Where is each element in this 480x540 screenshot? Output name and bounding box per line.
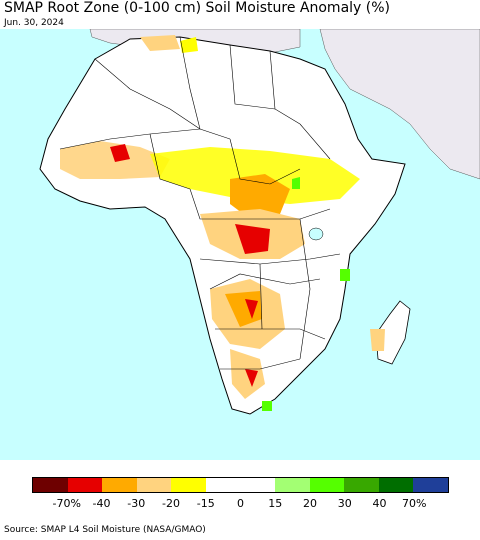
legend-swatch-dry-40 bbox=[67, 478, 103, 492]
legend-swatch-very-wet bbox=[413, 478, 448, 492]
legend-tick-label: 40 bbox=[372, 497, 387, 510]
legend-swatch-wet-20 bbox=[309, 478, 345, 492]
middle-east-landmass bbox=[319, 29, 480, 180]
legend-tick-label: 70% bbox=[402, 497, 427, 510]
wet-anomaly-patches bbox=[262, 177, 350, 411]
legend-tick-label: 0 bbox=[237, 497, 244, 510]
country-borders bbox=[59, 36, 341, 370]
legend-tick-label: 15 bbox=[268, 497, 283, 510]
source-note: Source: SMAP L4 Soil Moisture (NASA/GMAO… bbox=[4, 525, 206, 535]
legend-tick-label: -15 bbox=[196, 497, 215, 510]
legend-tick-label: -70% bbox=[52, 497, 81, 510]
map-date: Jun. 30, 2024 bbox=[4, 18, 64, 28]
soil-moisture-map bbox=[0, 29, 480, 460]
madagascar bbox=[375, 300, 411, 365]
legend-swatch-wet-40 bbox=[378, 478, 414, 492]
legend-tick-label: -40 bbox=[92, 497, 111, 510]
legend-swatch-neutral-high bbox=[240, 478, 276, 492]
legend-tick-label: -20 bbox=[162, 497, 180, 510]
legend-colorbar bbox=[32, 477, 449, 493]
map-title: SMAP Root Zone (0-100 cm) Soil Moisture … bbox=[4, 0, 391, 16]
legend-swatch-dry-20 bbox=[136, 478, 172, 492]
legend-swatch-dry-15 bbox=[171, 478, 206, 492]
lake-victoria bbox=[308, 227, 324, 241]
legend-swatch-neutral-low bbox=[205, 478, 241, 492]
legend-swatch-wet-30 bbox=[344, 478, 379, 492]
legend-tick-label: -30 bbox=[127, 497, 146, 510]
legend-swatch-very-dry bbox=[33, 478, 68, 492]
legend-swatch-wet-15 bbox=[275, 478, 310, 492]
legend-tick-labels: -70% -40 -30 -20 -15 0 15 20 30 40 70% bbox=[0, 497, 480, 511]
legend-tick-label: 30 bbox=[337, 497, 352, 510]
legend-swatch-dry-30 bbox=[102, 478, 137, 492]
dry-anomaly-patches bbox=[60, 35, 385, 399]
legend-tick-label: 20 bbox=[303, 497, 317, 510]
